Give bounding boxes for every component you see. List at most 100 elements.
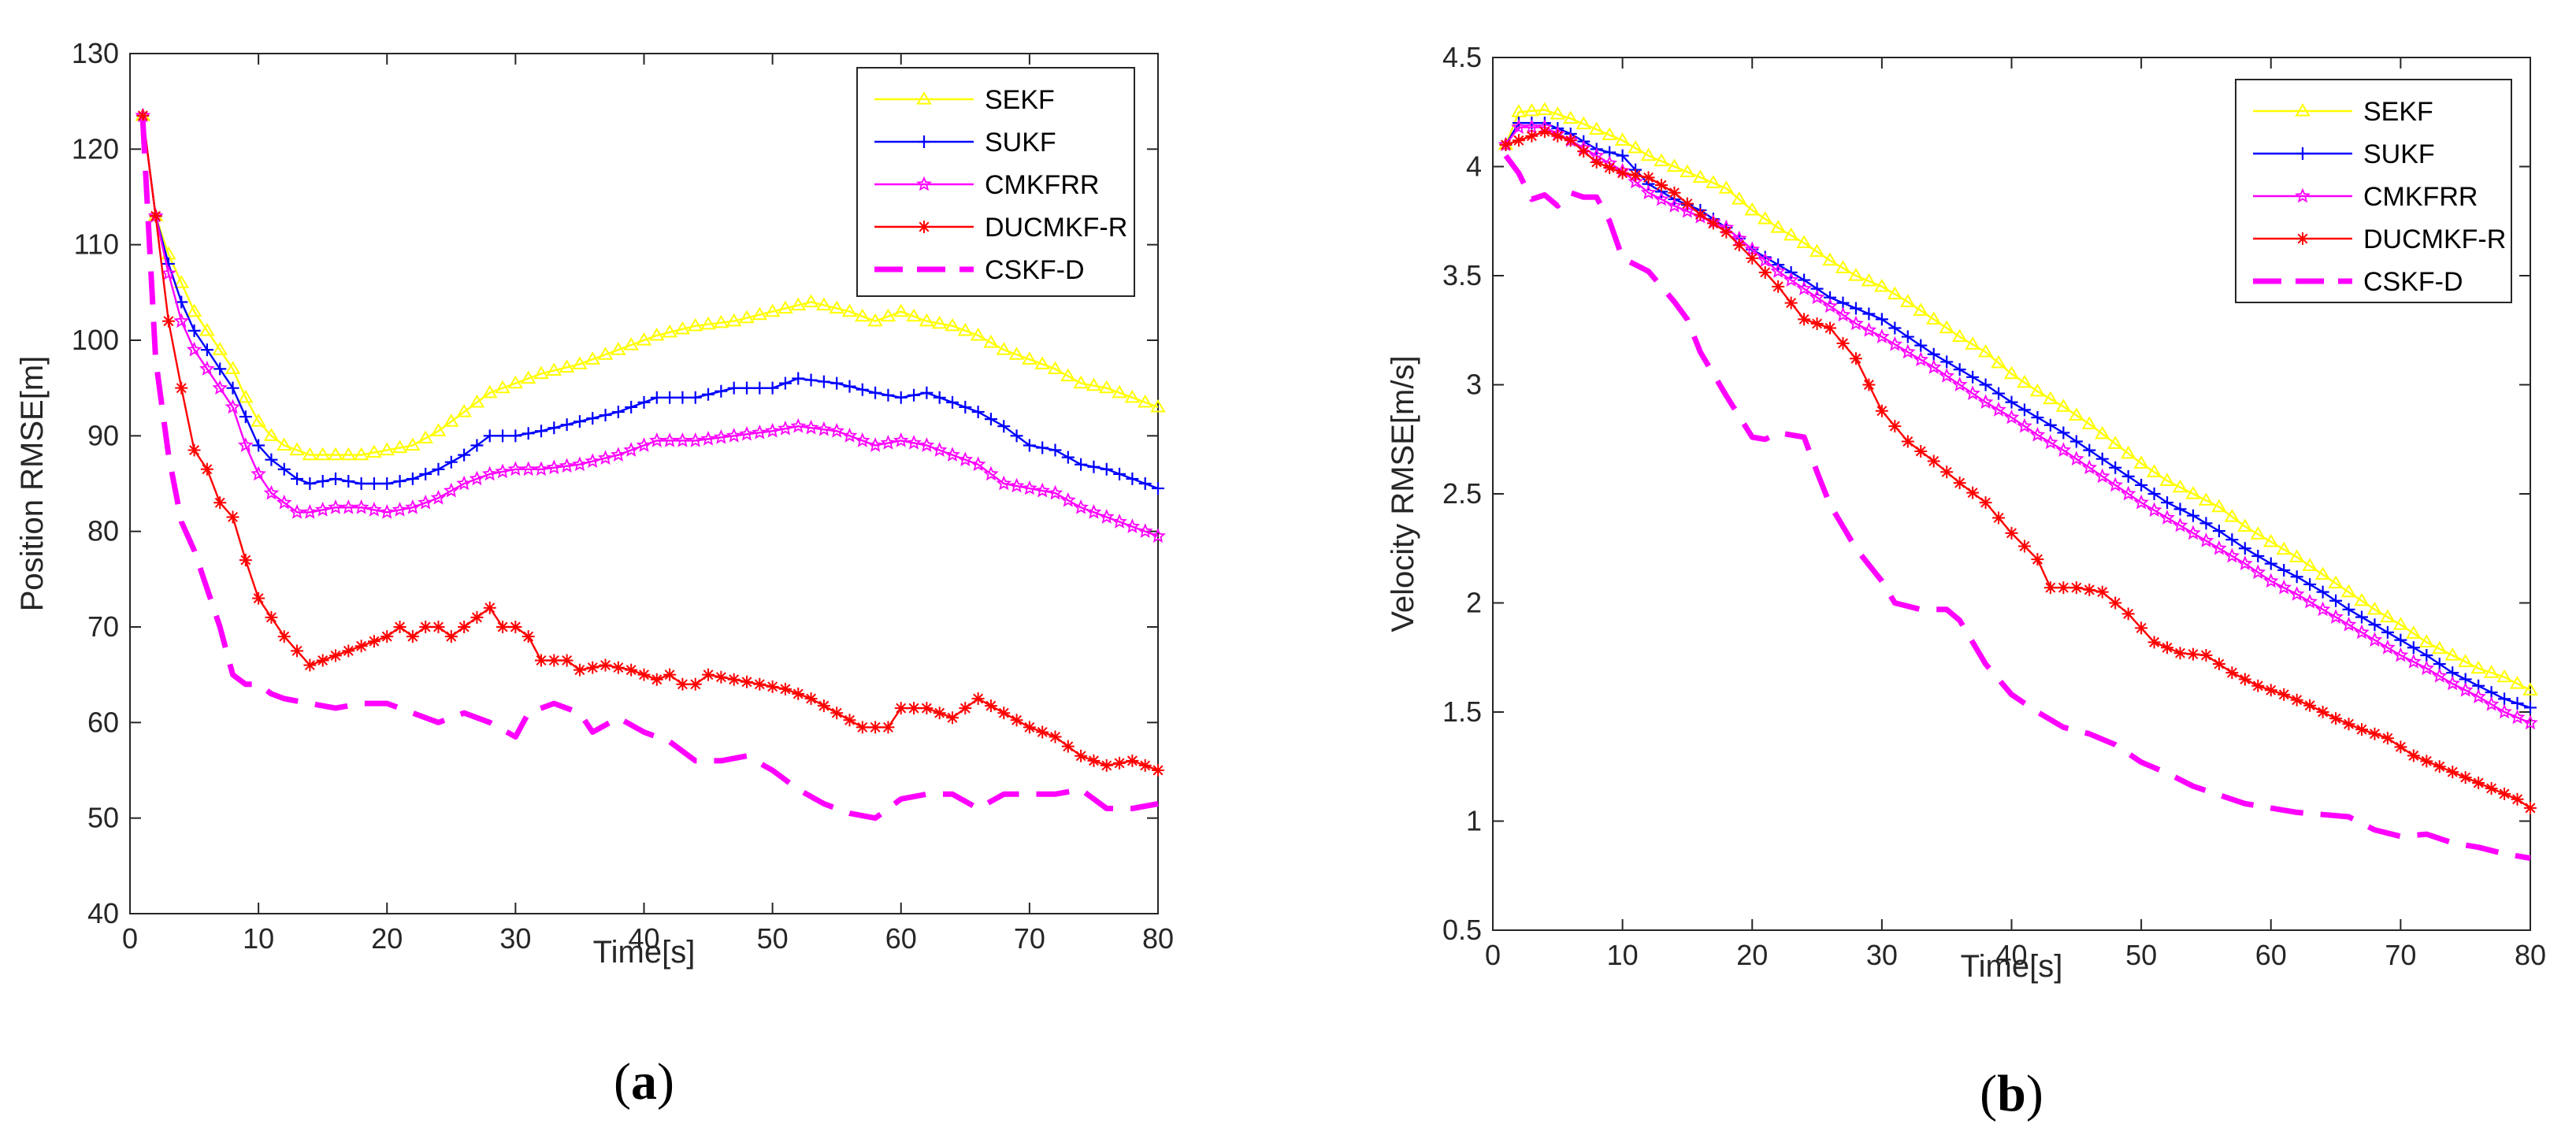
chart-a-point-ducmkf-r xyxy=(354,640,368,653)
chart-a-point-sekf xyxy=(520,370,536,384)
chart-a-point-sukf xyxy=(778,376,792,390)
chart-b-point-ducmkf-r xyxy=(2225,666,2239,680)
chart-a-point-ducmkf-r xyxy=(329,649,342,662)
chart-b-point-sekf xyxy=(1900,294,1916,307)
chart-b-point-ducmkf-r xyxy=(2121,607,2135,621)
chart-b-point-cmkfrr xyxy=(1680,202,1695,218)
chart-b-point-ducmkf-r xyxy=(1836,336,1850,350)
chart-a-point-ducmkf-r xyxy=(213,496,227,510)
chart-b-point-cmkfrr xyxy=(2094,468,2110,484)
chart-b-point-cmkfrr xyxy=(2509,709,2526,725)
chart-a-point-sekf xyxy=(430,423,447,436)
chart-a-point-sekf xyxy=(546,362,562,376)
chart-b-ytick-label: 2 xyxy=(1466,587,1482,619)
chart-a-point-cmkfrr xyxy=(739,425,755,441)
chart-b-point-sekf xyxy=(2432,640,2448,655)
chart-a-point-sekf xyxy=(302,447,318,461)
chart-a-point-ducmkf-r xyxy=(277,630,291,643)
chart-b-point-sukf xyxy=(1927,347,1940,361)
chart-a-point-sukf xyxy=(547,421,561,435)
chart-b-xtick-label: 0 xyxy=(1485,939,1501,971)
chart-a-point-cmkfrr xyxy=(289,504,305,519)
chart-a-point-sekf xyxy=(983,335,999,348)
chart-a-point-sekf xyxy=(945,317,960,332)
chart-b-point-sekf xyxy=(1602,127,1617,140)
chart-a-point-ducmkf-r xyxy=(715,670,728,684)
chart-b-point-sekf xyxy=(2328,575,2344,589)
chart-b-panel-label: (b) xyxy=(1980,1065,2043,1122)
chart-b-point-ducmkf-r xyxy=(1849,352,1862,365)
chart-b-legend-label-sekf: SEKF xyxy=(2363,97,2433,127)
chart-b-point-sukf xyxy=(2290,570,2303,584)
chart-b-point-cmkfrr xyxy=(1861,321,1877,337)
chart-b-point-ducmkf-r xyxy=(1655,179,1668,192)
chart-a-point-cmkfrr xyxy=(366,502,382,517)
chart-a-legend-label-cskf-d: CSKF-D xyxy=(985,255,1085,285)
chart-b-point-ducmkf-r xyxy=(2433,760,2446,773)
chart-a-point-sekf xyxy=(623,337,639,350)
chart-a-point-sukf xyxy=(869,386,882,399)
chart-a-point-sukf xyxy=(200,343,213,357)
chart-b-point-ducmkf-r xyxy=(2057,581,2070,595)
chart-a-point-sukf xyxy=(496,429,510,443)
chart-a-point-ducmkf-r xyxy=(470,610,484,624)
chart-a-point-ducmkf-r xyxy=(778,682,792,695)
chart-a-point-sekf xyxy=(328,447,343,461)
chart-b-point-ducmkf-r xyxy=(2212,658,2225,671)
chart-b-point-ducmkf-r xyxy=(2459,771,2472,784)
chart-b-point-sukf xyxy=(2329,594,2343,607)
chart-b-point-ducmkf-r xyxy=(1992,511,2006,525)
chart-a-point-ducmkf-r xyxy=(611,661,625,674)
chart-b-point-cmkfrr xyxy=(1951,376,1968,391)
chart-a-point-cmkfrr xyxy=(623,442,640,457)
chart-a-point-sukf xyxy=(226,381,239,395)
chart-b-point-ducmkf-r xyxy=(2303,699,2317,712)
chart-b-point-ducmkf-r xyxy=(2394,740,2407,754)
chart-b-ytick-label: 2.5 xyxy=(1442,477,1482,510)
chart-a-point-sukf xyxy=(637,395,651,409)
chart-b-point-cmkfrr xyxy=(1835,306,1851,322)
chart-b-point-ducmkf-r xyxy=(1888,420,1902,433)
chart-b-xlabel: Time[s] xyxy=(1961,949,2063,984)
chart-b-point-ducmkf-r xyxy=(1706,217,1720,230)
chart-b-point-cmkfrr xyxy=(1925,358,1942,374)
chart-a-panel-label-letter: a xyxy=(631,1053,657,1111)
chart-b-point-sekf xyxy=(1874,278,1890,292)
chart-a-point-sekf xyxy=(803,294,819,308)
chart-a-series-ducmkf-r xyxy=(136,109,1164,777)
chart-a-point-sukf xyxy=(676,391,689,404)
chart-b-point-sukf xyxy=(2316,585,2329,599)
chart-b-point-cmkfrr xyxy=(2262,573,2279,588)
chart-b-point-ducmkf-r xyxy=(1824,321,1837,335)
chart-b-point-sukf xyxy=(1616,149,1629,162)
chart-b-xtick-label: 60 xyxy=(2255,939,2287,971)
chart-b-point-ducmkf-r xyxy=(2147,636,2161,649)
chart-a-legend-label-sukf: SUKF xyxy=(985,128,1056,158)
chart-b-point-ducmkf-r xyxy=(1966,486,1980,499)
chart-b-xtick-label: 20 xyxy=(1736,939,1768,971)
chart-a-point-cmkfrr xyxy=(314,502,331,517)
chart-a-point-ducmkf-r xyxy=(702,668,715,681)
chart-a-point-cmkfrr xyxy=(572,456,588,472)
chart-b-point-sukf xyxy=(1940,355,1954,369)
chart-b-legend-marker-ducmkf-r xyxy=(2296,232,2309,245)
chart-b-point-sukf xyxy=(1901,330,1914,343)
chart-a-point-ducmkf-r xyxy=(560,654,573,667)
chart-a-point-sekf xyxy=(199,322,215,336)
chart-b-point-sukf xyxy=(1875,313,1888,326)
chart-a-line-cmkfrr xyxy=(142,115,1159,537)
chart-a-point-sukf xyxy=(766,381,779,395)
chart-a-point-sukf xyxy=(959,400,972,414)
chart-b-point-ducmkf-r xyxy=(1720,225,1733,239)
chart-a-point-ducmkf-r xyxy=(1126,754,1139,767)
chart-a-point-cmkfrr xyxy=(1124,518,1141,533)
chart-a-point-sekf xyxy=(1150,399,1166,413)
chart-a-point-sukf xyxy=(1113,467,1127,480)
chart-a-point-sukf xyxy=(753,381,766,395)
chart-b-point-ducmkf-r xyxy=(1979,496,1992,510)
chart-a-point-sukf xyxy=(213,362,227,376)
chart-b-point-sekf xyxy=(2146,464,2162,477)
chart-a-point-sukf xyxy=(291,472,304,485)
chart-b-point-sekf xyxy=(2172,479,2188,493)
chart-b-point-sukf xyxy=(2407,641,2420,655)
